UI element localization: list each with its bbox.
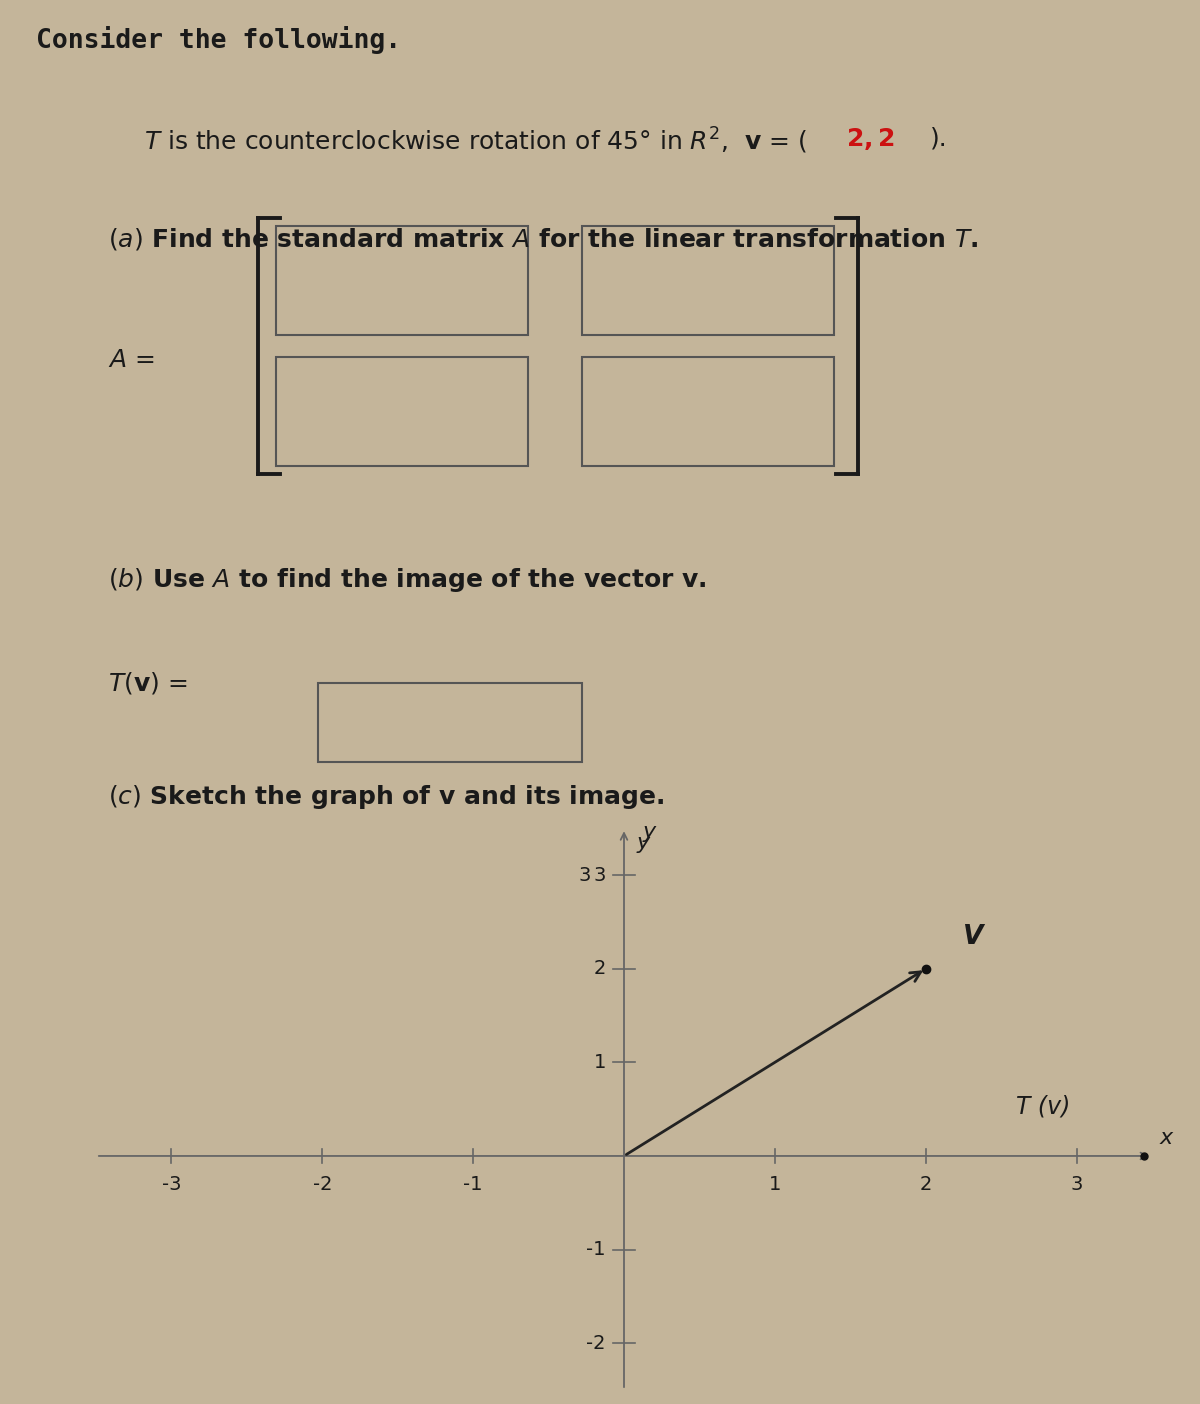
Text: y: y <box>642 821 655 842</box>
Bar <box>276 357 528 466</box>
Text: Consider the following.: Consider the following. <box>36 27 401 55</box>
Text: ).: ). <box>930 126 948 150</box>
Text: 2: 2 <box>919 1175 932 1193</box>
Text: $\mathbf{2, 2}$: $\mathbf{2, 2}$ <box>846 126 895 152</box>
Text: 2: 2 <box>594 959 606 979</box>
Text: $(a)$ Find the standard matrix $A$ for the linear transformation $T$.: $(a)$ Find the standard matrix $A$ for t… <box>108 226 978 253</box>
Text: -1: -1 <box>463 1175 482 1193</box>
Text: 3: 3 <box>594 866 606 885</box>
Text: 1: 1 <box>594 1053 606 1071</box>
Bar <box>582 226 834 336</box>
Text: -2: -2 <box>587 1334 606 1352</box>
Text: V: V <box>964 924 984 951</box>
Text: $T$ is the counterclockwise rotation of 45$\degree$ in $R^{2}$,  $\mathbf{v}$ = : $T$ is the counterclockwise rotation of … <box>144 126 808 156</box>
Text: $(b)$ Use $A$ to find the image of the vector $\mathbf{v}$.: $(b)$ Use $A$ to find the image of the v… <box>108 566 707 594</box>
Text: -2: -2 <box>312 1175 332 1193</box>
Text: -3: -3 <box>162 1175 181 1193</box>
Text: $T(\mathbf{v})$ =: $T(\mathbf{v})$ = <box>108 670 187 696</box>
Text: 1: 1 <box>769 1175 781 1193</box>
Bar <box>318 684 582 761</box>
Text: $(c)$ Sketch the graph of $\mathbf{v}$ and its image.: $(c)$ Sketch the graph of $\mathbf{v}$ a… <box>108 783 664 812</box>
Text: -1: -1 <box>587 1240 606 1259</box>
Text: y: y <box>636 833 649 854</box>
Bar <box>582 357 834 466</box>
Text: $A$ =: $A$ = <box>108 348 155 372</box>
Text: x: x <box>1159 1129 1172 1148</box>
Text: 3: 3 <box>578 866 590 885</box>
Text: T (v): T (v) <box>1016 1095 1070 1119</box>
Bar <box>276 226 528 336</box>
Text: 3: 3 <box>1070 1175 1082 1193</box>
